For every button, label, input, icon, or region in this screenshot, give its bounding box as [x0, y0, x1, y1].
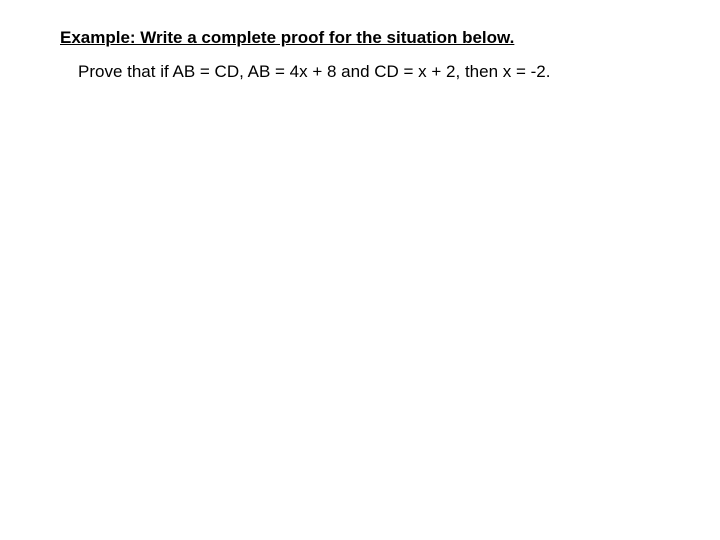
- slide-page: Example: Write a complete proof for the …: [0, 0, 720, 540]
- example-heading: Example: Write a complete proof for the …: [60, 28, 680, 48]
- proof-statement: Prove that if AB = CD, AB = 4x + 8 and C…: [60, 62, 680, 82]
